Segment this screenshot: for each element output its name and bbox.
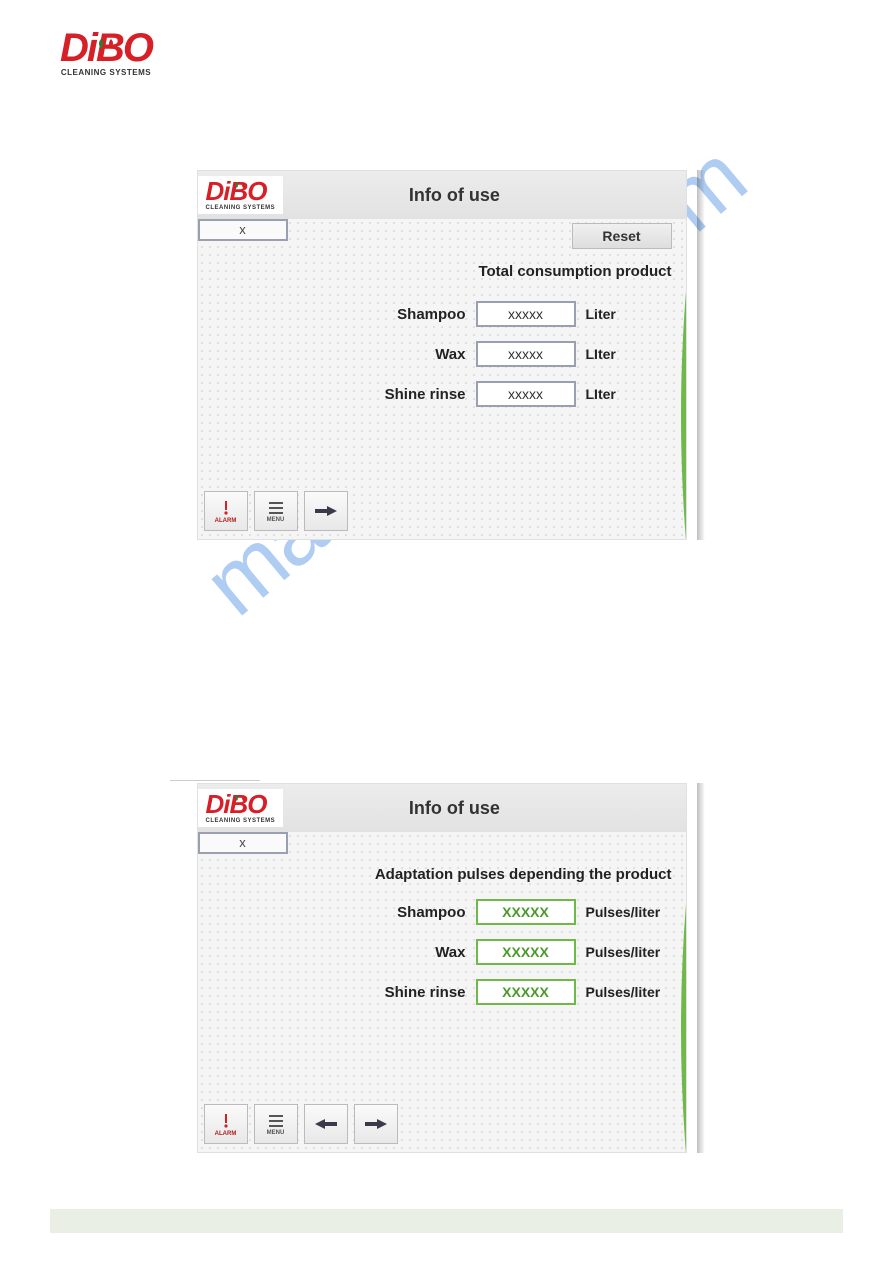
section-heading: Adaptation pulses depending the product bbox=[375, 866, 672, 883]
row-label: Shampoo bbox=[332, 904, 466, 921]
side-curve-decoration bbox=[676, 291, 686, 539]
unit-label: Pulses/liter bbox=[586, 904, 672, 920]
x-indicator: x bbox=[198, 832, 288, 854]
value-field[interactable]: xxxxx bbox=[476, 341, 576, 367]
alarm-label: ALARM bbox=[215, 1131, 237, 1137]
leaf-icon bbox=[95, 20, 117, 56]
alarm-button[interactable]: ALARM bbox=[204, 491, 248, 531]
row-label: Wax bbox=[332, 944, 466, 961]
row-wax: Wax XXXXX Pulses/liter bbox=[332, 939, 672, 965]
row-label: Wax bbox=[372, 346, 466, 363]
divider-line bbox=[170, 780, 260, 781]
leaf-icon bbox=[233, 783, 247, 806]
alarm-label: ALARM bbox=[215, 518, 237, 524]
menu-icon bbox=[267, 500, 285, 516]
row-shampoo: Shampoo xxxxx Liter bbox=[372, 301, 672, 327]
footer-bar bbox=[50, 1209, 843, 1233]
brand-tagline-small: CLEANING SYSTEMS bbox=[206, 818, 276, 824]
value-field[interactable]: xxxxx bbox=[476, 301, 576, 327]
menu-label: MENU bbox=[267, 517, 285, 523]
consumption-rows: Shampoo xxxxx Liter Wax xxxxx LIter Shin… bbox=[372, 301, 672, 421]
alarm-button[interactable]: ALARM bbox=[204, 1104, 248, 1144]
panel-consumption: DiBO CLEANING SYSTEMS Info of use bbox=[197, 170, 697, 540]
menu-label: MENU bbox=[267, 1130, 285, 1136]
alarm-icon bbox=[218, 1112, 234, 1130]
brand-tagline-small: CLEANING SYSTEMS bbox=[206, 205, 276, 211]
menu-button[interactable]: MENU bbox=[254, 1104, 298, 1144]
brand-logo-small: DiBO CLEANING SYSTEMS bbox=[198, 176, 284, 214]
row-wax: Wax xxxxx LIter bbox=[372, 341, 672, 367]
brand-tagline: CLEANING SYSTEMS bbox=[60, 68, 152, 77]
bottom-toolbar: ALARM MENU bbox=[204, 491, 348, 531]
panel-header: DiBO CLEANING SYSTEMS Info of use bbox=[198, 171, 686, 219]
spacer bbox=[50, 580, 843, 780]
bottom-toolbar: ALARM MENU bbox=[204, 1104, 398, 1144]
x-indicator: x bbox=[198, 219, 288, 241]
unit-label: LIter bbox=[586, 346, 672, 362]
hand-left-icon bbox=[313, 1116, 339, 1132]
hand-right-icon bbox=[313, 503, 339, 519]
leaf-icon bbox=[233, 170, 247, 193]
value-field[interactable]: XXXXX bbox=[476, 979, 576, 1005]
unit-label: LIter bbox=[586, 386, 672, 402]
value-field[interactable]: xxxxx bbox=[476, 381, 576, 407]
row-label: Shampoo bbox=[372, 306, 466, 323]
menu-icon bbox=[267, 1113, 285, 1129]
alarm-icon bbox=[218, 499, 234, 517]
value-field[interactable]: XXXXX bbox=[476, 899, 576, 925]
row-shine-rinse: Shine rinse xxxxx LIter bbox=[372, 381, 672, 407]
brand-logo-small: DiBO CLEANING SYSTEMS bbox=[198, 789, 284, 827]
panel-title: Info of use bbox=[283, 185, 685, 206]
row-shine-rinse: Shine rinse XXXXX Pulses/liter bbox=[332, 979, 672, 1005]
row-label: Shine rinse bbox=[372, 386, 466, 403]
row-label: Shine rinse bbox=[332, 984, 466, 1001]
panel-title: Info of use bbox=[283, 798, 685, 819]
next-button[interactable] bbox=[304, 491, 348, 531]
panel-shadow bbox=[697, 783, 705, 1153]
menu-button[interactable]: MENU bbox=[254, 491, 298, 531]
section-heading: Total consumption product bbox=[478, 263, 671, 280]
brand-logo-large: DiBO CLEANING SYSTEMS bbox=[60, 30, 843, 80]
panel-pulses: DiBO CLEANING SYSTEMS Info of use bbox=[197, 783, 697, 1153]
panel-header: DiBO CLEANING SYSTEMS Info of use bbox=[198, 784, 686, 832]
reset-button[interactable]: Reset bbox=[572, 223, 672, 249]
page: DiBO CLEANING SYSTEMS DiBO bbox=[0, 0, 893, 1153]
value-field[interactable]: XXXXX bbox=[476, 939, 576, 965]
next-button[interactable] bbox=[354, 1104, 398, 1144]
pulses-rows: Shampoo XXXXX Pulses/liter Wax XXXXX Pul… bbox=[332, 899, 672, 1019]
hand-right-icon bbox=[363, 1116, 389, 1132]
prev-button[interactable] bbox=[304, 1104, 348, 1144]
unit-label: Liter bbox=[586, 306, 672, 322]
unit-label: Pulses/liter bbox=[586, 984, 672, 1000]
side-curve-decoration bbox=[676, 904, 686, 1152]
panel-shadow bbox=[697, 170, 705, 540]
unit-label: Pulses/liter bbox=[586, 944, 672, 960]
row-shampoo: Shampoo XXXXX Pulses/liter bbox=[332, 899, 672, 925]
